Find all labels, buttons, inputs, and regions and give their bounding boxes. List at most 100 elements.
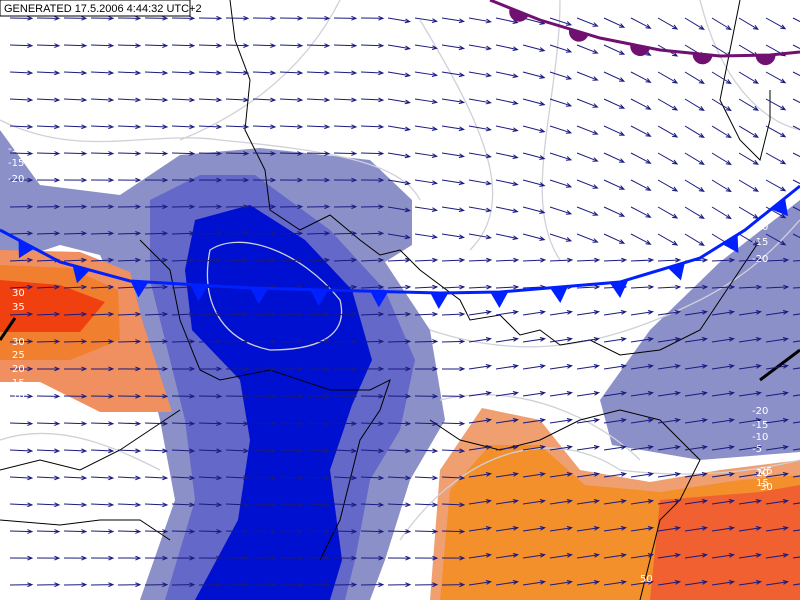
wind-arrow (63, 393, 88, 399)
wind-arrow (279, 448, 304, 454)
contour-label: -5 (752, 444, 762, 455)
wind-arrow (90, 555, 115, 561)
wind-arrow (468, 363, 493, 370)
wind-arrow (495, 471, 520, 478)
wind-arrow (171, 421, 196, 427)
contour-label: 50 (640, 574, 653, 585)
warm-front-bump (568, 28, 589, 42)
wind-arrow (306, 97, 331, 103)
wind-arrow (657, 152, 679, 165)
wind-arrow (522, 179, 546, 187)
wind-arrow (684, 417, 709, 424)
wind-arrow (630, 71, 652, 83)
wind-arrow (252, 421, 277, 427)
wind-arrow (414, 233, 439, 240)
wind-arrow (360, 230, 385, 236)
wind-arrow (522, 444, 547, 451)
wind-arrow (225, 124, 250, 130)
wind-arrow (576, 498, 601, 505)
wind-arrow (36, 177, 61, 183)
wind-arrow (522, 363, 547, 370)
wind-arrow (603, 152, 626, 163)
wind-arrow (63, 15, 88, 21)
wind-arrow (738, 179, 760, 192)
wind-arrow (522, 125, 546, 133)
field-dark-blue (185, 205, 372, 600)
wind-arrow (765, 17, 787, 30)
wind-arrow (387, 17, 411, 24)
wind-arrow (279, 43, 304, 49)
wind-arrow (603, 525, 628, 532)
wind-arrow (198, 97, 223, 103)
wind-arrow (441, 475, 466, 481)
wind-arrow (306, 555, 331, 561)
wind-arrow (225, 339, 250, 344)
wind-arrow (360, 555, 385, 561)
wind-arrow (252, 97, 277, 103)
wind-arrow (9, 475, 34, 481)
wind-arrow (225, 70, 250, 76)
wind-arrow (171, 70, 196, 76)
wind-arrow (657, 390, 682, 397)
wind-arrow (225, 475, 250, 481)
cold-front-triangle (250, 288, 269, 305)
wind-arrow (387, 421, 412, 427)
wind-arrow (387, 71, 411, 78)
wind-arrow (468, 579, 493, 586)
wind-arrow (684, 179, 705, 193)
wind-arrow (603, 471, 628, 478)
wind-arrow (468, 17, 492, 24)
wind-arrow (630, 309, 655, 316)
wind-arrow (576, 44, 599, 54)
wind-arrow (117, 448, 142, 454)
wind-arrow (738, 579, 763, 586)
wind-arrow (36, 230, 61, 236)
wind-arrow (576, 417, 601, 424)
wind-arrow (468, 257, 493, 263)
wind-arrow (90, 311, 115, 317)
wind-arrow (90, 475, 115, 481)
wind-arrow (117, 257, 142, 263)
wind-arrow (279, 393, 304, 399)
wind-arrow (117, 582, 142, 588)
wind-arrow (549, 98, 573, 107)
wind-arrow (711, 98, 732, 112)
wind-arrow (252, 582, 277, 588)
wind-arrow (171, 339, 196, 344)
wind-arrow (9, 448, 34, 454)
wind-arrow (495, 17, 519, 25)
wind-arrow (792, 287, 800, 289)
contour (179, 0, 341, 141)
wind-arrow (765, 71, 787, 84)
wind-arrow (117, 393, 142, 399)
wind-arrow (657, 206, 679, 219)
contour-label: 25 (760, 466, 773, 477)
wind-arrow (90, 70, 115, 76)
wind-arrow (657, 71, 679, 84)
wind-arrow (792, 179, 800, 185)
wind-arrow (414, 393, 439, 399)
wind-arrow (9, 204, 34, 210)
wind-arrow (171, 366, 196, 372)
wind-arrow (306, 257, 331, 263)
wind-arrow (360, 124, 385, 130)
wind-arrow (360, 475, 385, 481)
wind-arrow (279, 230, 304, 236)
wind-arrow (549, 390, 574, 397)
wind-arrow (576, 309, 601, 316)
wind-arrow (117, 230, 142, 236)
wind-arrow (36, 502, 61, 508)
wind-arrow (630, 152, 652, 164)
wind-arrow (198, 124, 223, 130)
contour-label: 10 (12, 392, 25, 403)
wind-arrow (306, 177, 331, 183)
wind-arrow (360, 97, 385, 103)
contour (541, 0, 561, 261)
wind-arrow (711, 390, 736, 397)
wind-arrow (414, 339, 439, 344)
wind-arrow (387, 502, 412, 508)
wind-arrow (360, 284, 385, 290)
wind-arrow (387, 125, 411, 132)
wind-arrow (468, 152, 492, 159)
wind-arrow (252, 43, 277, 49)
